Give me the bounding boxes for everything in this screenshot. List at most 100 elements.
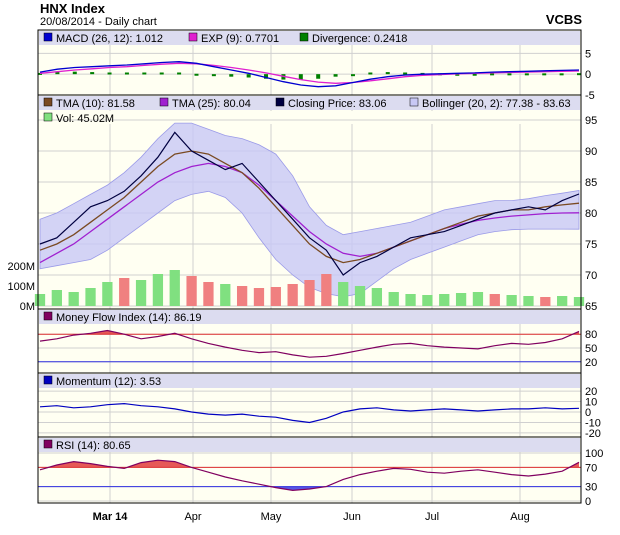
price-tick-label: 70 [585, 270, 597, 282]
volume-bar [253, 288, 265, 306]
divergence-bar [107, 72, 112, 75]
volume-bar [51, 290, 62, 306]
mfi-tick-label: 80 [585, 329, 597, 341]
panel-legend-bar-3 [39, 374, 580, 388]
volume-legend-label: Vol: 45.02M [56, 113, 114, 125]
mfi-tick-label: 20 [585, 357, 597, 369]
closing-price-line [39, 131, 580, 276]
price-legend-row2 [39, 111, 580, 124]
volume-bar [186, 276, 197, 306]
price-legend-swatch-0 [43, 97, 53, 107]
divergence-bar [90, 72, 95, 75]
divergence-bar [38, 72, 42, 75]
chart-subtitle: 20/08/2014 - Daily chart [40, 16, 157, 28]
macd-line [39, 61, 580, 88]
divergence-bar [177, 72, 182, 75]
volume-bar [557, 296, 568, 306]
volume-bar [405, 294, 416, 306]
volume-bar [523, 296, 534, 306]
price-tick-label: 90 [585, 146, 597, 158]
volume-bar [119, 278, 130, 306]
divergence-bar [264, 74, 269, 79]
month-label-5: Aug [510, 511, 530, 523]
volume-bar [85, 288, 96, 306]
volume-bar [455, 293, 467, 306]
divergence-bar [316, 74, 321, 79]
rsi-tick-label: 30 [585, 482, 597, 494]
price-legend-label-0: TMA (10): 81.58 [56, 98, 135, 110]
macd-legend-swatch-2 [299, 32, 309, 42]
price-tick-label: 80 [585, 208, 597, 220]
divergence-bar [194, 73, 199, 76]
volume-bar [338, 282, 349, 306]
divergence-bar [577, 73, 581, 76]
momentum-legend-label: Momentum (12): 3.53 [56, 376, 161, 388]
panel-legend-bar-1 [39, 96, 580, 110]
divergence-bar [55, 71, 60, 75]
divergence-bar [472, 73, 477, 76]
volume-bar [287, 284, 298, 306]
divergence-bar [298, 74, 303, 80]
divergence-bar [350, 74, 355, 77]
volume-tick-label-2: 0M [20, 301, 35, 313]
volume-bar [270, 287, 281, 306]
divergence-bar [559, 73, 564, 76]
macd-tick-label: 5 [585, 48, 591, 60]
panel-legend-bar-4 [39, 438, 580, 452]
rsi-tick-label: 0 [585, 496, 591, 508]
divergence-bar [542, 73, 547, 76]
mfi-line [39, 329, 580, 358]
momentum-tick-label: 0 [585, 407, 591, 419]
divergence-bar [403, 72, 408, 75]
rsi-legend-swatch [43, 439, 53, 449]
bollinger-band [39, 122, 580, 298]
volume-bar [506, 295, 517, 306]
momentum-tick-label: -10 [585, 417, 601, 429]
volume-bar [102, 282, 113, 306]
rsi-tick-label: 100 [585, 448, 603, 460]
month-label-2: May [261, 511, 282, 523]
mfi-legend-label: Money Flow Index (14): 86.19 [56, 312, 202, 324]
divergence-bar [385, 72, 390, 75]
panel-border-4 [37, 436, 582, 504]
divergence-bar [333, 74, 338, 77]
volume-bar [152, 274, 164, 306]
volume-bar [236, 286, 248, 306]
macd-tick-label: -5 [585, 90, 595, 102]
panel-legend-bar-2 [39, 310, 580, 324]
macd-legend-swatch-0 [43, 32, 53, 42]
macd-legend-label-0: MACD (26, 12): 1.012 [56, 33, 163, 45]
volume-bar [472, 292, 484, 306]
divergence-bar [246, 74, 251, 78]
volume-bar [68, 292, 79, 306]
month-label-1: Apr [184, 511, 201, 523]
volume-bar [34, 294, 46, 306]
price-tick-label: 65 [585, 301, 597, 313]
volume-bar [540, 297, 551, 306]
price-legend-swatch-2 [275, 97, 285, 107]
volume-tick-label-0: 200M [7, 261, 35, 273]
volume-bar [573, 297, 585, 306]
momentum-line [39, 402, 580, 424]
divergence-bar [368, 72, 373, 75]
price-legend-swatch-3 [409, 97, 419, 107]
price-legend-label-1: TMA (25): 80.04 [172, 98, 251, 110]
chart-title: HNX Index [40, 1, 106, 16]
momentum-legend-swatch [43, 375, 53, 385]
divergence-bar [159, 72, 164, 75]
macd-tick-label: 0 [585, 69, 591, 81]
divergence-bar [124, 72, 129, 75]
divergence-bar [490, 73, 495, 76]
volume-bar [321, 274, 332, 306]
divergence-bar [229, 74, 234, 77]
volume-bar [169, 270, 180, 306]
price-tick-label: 75 [585, 239, 597, 251]
volume-bar [388, 292, 399, 306]
divergence-bar [507, 73, 512, 76]
divergence-bar [524, 73, 529, 76]
panel-legend-bar-0 [39, 31, 580, 45]
divergence-bar [455, 73, 460, 76]
macd-legend-label-1: EXP (9): 0.7701 [201, 33, 279, 45]
price-legend-swatch-1 [159, 97, 169, 107]
